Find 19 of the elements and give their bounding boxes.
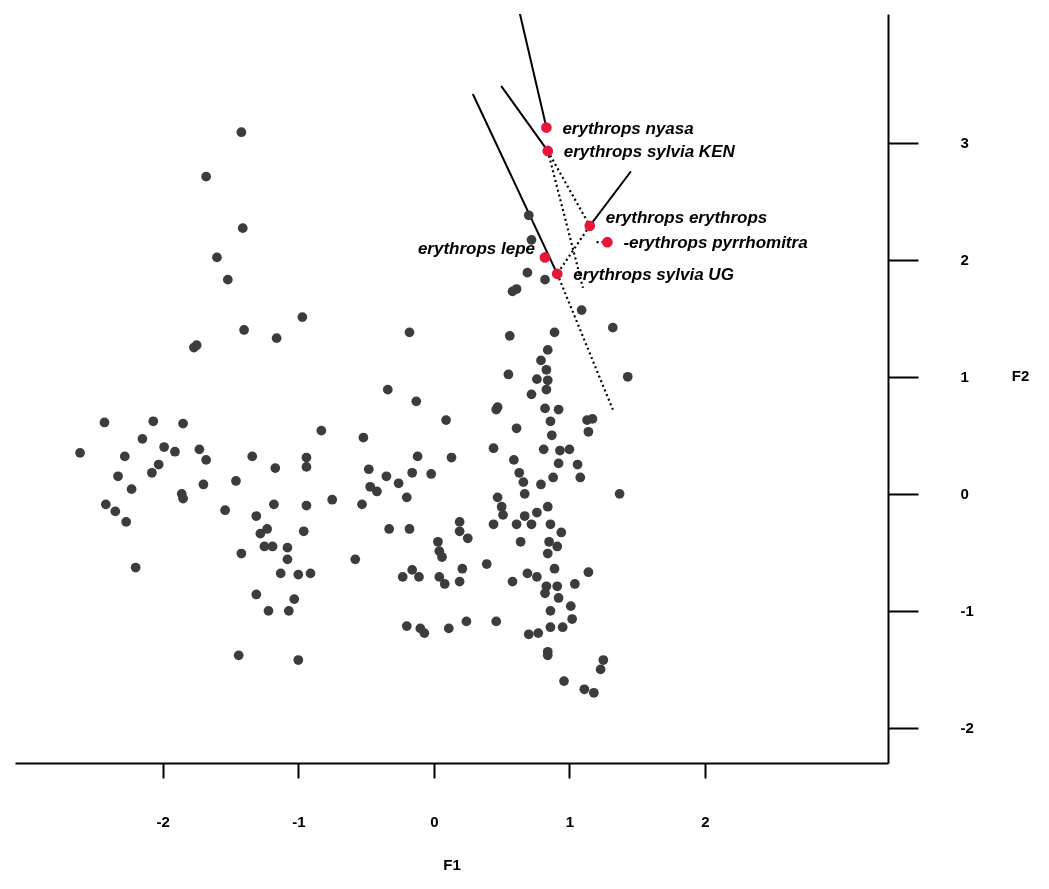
annotation: erythrops lepe (417, 239, 536, 259)
y-tick-label: 0 (960, 485, 969, 503)
y-tick-label: 3 (960, 134, 969, 152)
y-axis-title: F2 (1011, 366, 1030, 384)
annotation: erythrops erythrops (605, 207, 768, 227)
y-tick-label: -1 (960, 602, 974, 620)
y-tick-label: -2 (960, 719, 974, 737)
x-axis-title: F1 (443, 855, 461, 873)
y-tick-label: 2 (960, 251, 969, 269)
y-tick-label: 1 (960, 368, 969, 386)
annotation: -erythrops pyrrhomitra (623, 233, 808, 253)
x-tick-label: 2 (701, 812, 710, 830)
annotation: erythrops sylvia KEN (563, 141, 736, 161)
x-tick-label: 0 (430, 812, 439, 830)
x-tick-label: -1 (292, 812, 306, 830)
x-tick-label: 1 (565, 812, 575, 830)
annotation: erythrops nyasa (562, 118, 694, 138)
annotation: erythrops sylvia UG (573, 264, 734, 284)
x-tick-label: -2 (156, 812, 170, 830)
